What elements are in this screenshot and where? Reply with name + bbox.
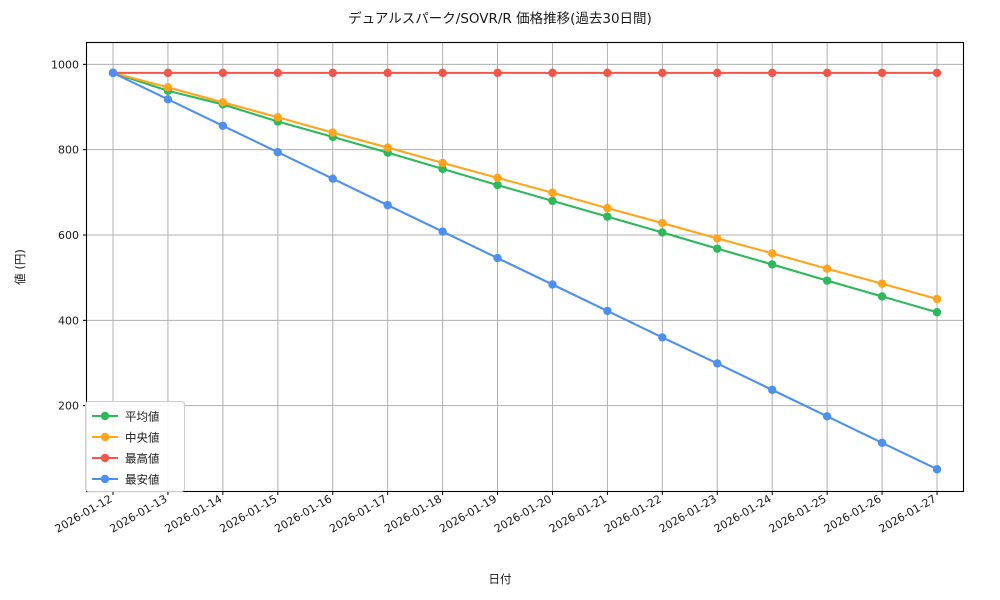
data-point-marker: [877, 292, 887, 301]
data-point-marker: [658, 68, 667, 78]
legend-background: [85, 401, 185, 492]
data-point-marker: [603, 203, 612, 213]
data-point-marker: [603, 68, 612, 78]
data-point-marker: [548, 188, 557, 197]
data-point-marker: [768, 68, 777, 78]
data-point-marker: [493, 253, 502, 263]
data-point-marker: [383, 68, 392, 78]
y-tick-label: 400: [58, 314, 79, 327]
data-point-marker: [328, 174, 337, 183]
data-point-marker: [493, 68, 502, 78]
series-line: [111, 71, 939, 471]
data-point-marker: [822, 264, 832, 273]
data-point-marker: [163, 68, 173, 78]
y-axis-ticks: 200 400 600 800 1000: [51, 58, 87, 413]
data-point-marker: [932, 465, 942, 474]
data-point-marker: [822, 276, 832, 285]
data-point-marker: [548, 68, 557, 78]
legend-label: 最安値: [125, 473, 160, 487]
legend-item[interactable]: 最高値: [92, 452, 160, 466]
data-point-marker: [328, 128, 337, 137]
series-3: [108, 68, 942, 78]
y-tick-label: 800: [58, 144, 79, 157]
data-point-marker: [108, 68, 118, 78]
data-point-marker: [493, 173, 502, 183]
data-point-marker: [658, 333, 667, 342]
legend-label: 平均値: [125, 410, 160, 424]
data-point-marker: [768, 260, 777, 269]
legend-item[interactable]: 平均値: [92, 410, 160, 424]
data-point-marker: [383, 143, 392, 152]
data-point-marker: [877, 68, 887, 78]
x-axis-label: 日付: [489, 572, 512, 586]
data-point-marker: [273, 113, 282, 122]
data-point-marker: [548, 196, 557, 206]
data-point-marker: [713, 68, 722, 78]
data-point-marker: [273, 68, 282, 78]
data-point-marker: [548, 280, 557, 289]
legend-label: 中央値: [125, 431, 160, 445]
legend-marker-icon: [100, 474, 110, 484]
data-point-marker: [218, 98, 228, 107]
data-point-marker: [822, 412, 832, 421]
legend-marker-icon: [100, 411, 110, 421]
legend-item[interactable]: 中央値: [92, 431, 160, 445]
data-point-marker: [328, 68, 337, 78]
data-point-marker: [163, 95, 173, 104]
legend-label: 最高値: [125, 452, 160, 466]
data-point-marker: [932, 308, 942, 317]
data-point-marker: [438, 68, 447, 78]
data-point-marker: [438, 164, 447, 174]
data-point-marker: [493, 180, 502, 190]
series-4: [108, 68, 942, 474]
data-point-marker: [438, 227, 447, 236]
data-point-marker: [713, 359, 722, 368]
y-tick-label: 1000: [51, 58, 79, 71]
data-point-marker: [932, 294, 942, 304]
data-point-marker: [218, 68, 228, 78]
legend-marker-icon: [100, 453, 110, 463]
data-point-marker: [768, 249, 777, 258]
y-tick-label: 600: [58, 229, 79, 242]
data-point-marker: [768, 385, 777, 395]
data-point-marker: [273, 148, 282, 157]
legend-item[interactable]: 最安値: [92, 473, 160, 487]
series-line: [111, 71, 939, 314]
data-point-marker: [603, 212, 612, 221]
data-point-marker: [713, 234, 722, 243]
y-tick-label: 200: [58, 400, 79, 413]
data-point-marker: [932, 68, 942, 78]
y-axis-label: 値 (円): [13, 249, 27, 285]
plot-frame: [85, 41, 965, 493]
series-layer: [108, 68, 942, 474]
data-point-marker: [383, 200, 392, 210]
data-point-marker: [603, 306, 612, 316]
data-point-marker: [658, 228, 667, 237]
data-point-marker: [713, 244, 722, 253]
chart-title: デュアルスパーク/SOVR/R 価格推移(過去30日間): [348, 10, 652, 27]
data-point-marker: [822, 68, 832, 78]
data-point-marker: [163, 83, 173, 92]
legend-marker-icon: [100, 432, 110, 442]
data-point-marker: [438, 158, 447, 168]
data-point-marker: [877, 438, 887, 447]
data-point-marker: [877, 279, 887, 288]
series-line: [111, 71, 939, 301]
data-point-marker: [218, 121, 228, 130]
data-point-marker: [658, 218, 667, 228]
